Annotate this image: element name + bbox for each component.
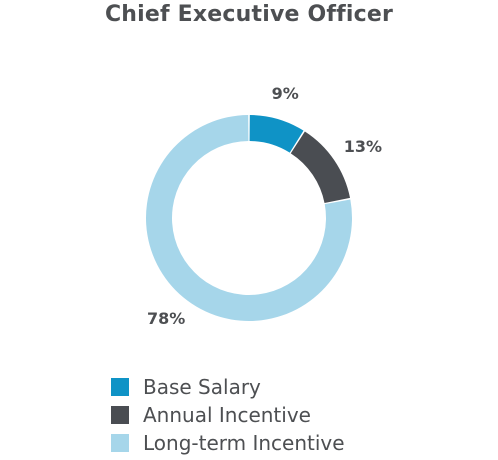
legend-label-base-salary: Base Salary (143, 375, 261, 399)
legend-item-base-salary: Base Salary (111, 373, 345, 401)
legend-item-annual-incentive: Annual Incentive (111, 401, 345, 429)
data-label-long-term-incentive: 78% (147, 309, 185, 328)
legend-swatch-base-salary (111, 378, 129, 396)
legend-swatch-annual-incentive (111, 406, 129, 424)
donut-slice-base-salary (249, 115, 304, 153)
legend-item-long-term-incentive: Long-term Incentive (111, 429, 345, 457)
legend-label-annual-incentive: Annual Incentive (143, 403, 311, 427)
chart-title: Chief Executive Officer (104, 2, 394, 27)
legend-swatch-long-term-incentive (111, 434, 129, 452)
data-label-base-salary: 9% (272, 84, 299, 103)
legend-label-long-term-incentive: Long-term Incentive (143, 431, 345, 455)
data-label-annual-incentive: 13% (344, 137, 382, 156)
legend: Base Salary Annual Incentive Long-term I… (111, 373, 345, 457)
donut-slice-annual-incentive (290, 131, 351, 203)
